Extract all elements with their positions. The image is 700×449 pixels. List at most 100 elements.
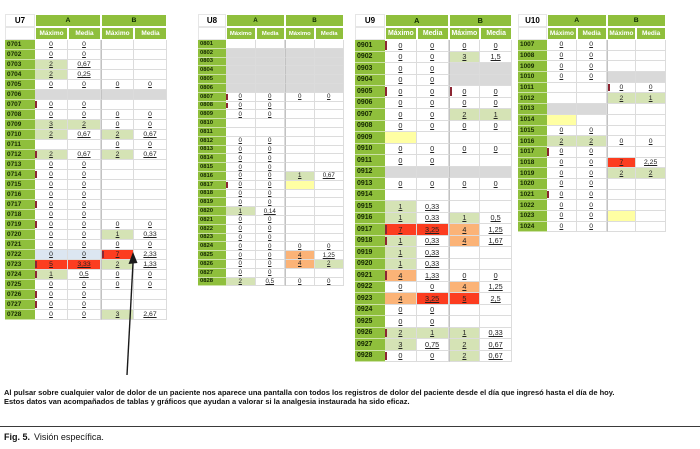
pain-value-cell[interactable]: 0,75 (416, 339, 449, 351)
pain-value[interactable]: 1,25 (488, 282, 503, 292)
pain-value-cell[interactable]: 0 (35, 230, 68, 240)
pain-value[interactable]: 0 (148, 271, 152, 278)
pain-value[interactable]: 0 (82, 101, 86, 108)
pain-value[interactable]: 3 (115, 311, 120, 318)
pain-value-cell[interactable]: 2,25 (636, 157, 666, 169)
pain-value[interactable]: 0 (559, 52, 564, 60)
pain-value-cell[interactable]: 2 (35, 60, 68, 70)
pain-value[interactable]: 1 (115, 231, 120, 238)
pain-value[interactable]: 2 (398, 328, 403, 338)
pain-value[interactable]: 3 (49, 121, 53, 128)
pain-value[interactable]: 0 (589, 201, 594, 209)
pain-value[interactable]: 0 (238, 242, 242, 250)
pain-value-cell[interactable]: 0 (576, 125, 607, 137)
pain-value-cell[interactable]: 0 (255, 180, 285, 190)
pain-value[interactable]: 0 (49, 41, 53, 48)
pain-value[interactable]: 3 (462, 52, 467, 62)
pain-value-cell[interactable]: 0 (134, 140, 167, 150)
pain-value-cell[interactable]: 4 (448, 281, 481, 293)
pain-value-cell[interactable]: 2 (448, 109, 481, 121)
pain-value-cell[interactable]: 1 (448, 212, 481, 224)
pain-value-cell[interactable]: 2 (101, 130, 134, 140)
pain-value[interactable]: 0 (82, 171, 86, 178)
pain-value[interactable]: 0 (559, 73, 564, 81)
pain-value-cell[interactable]: 0 (314, 92, 344, 102)
pain-value[interactable]: 3,25 (425, 293, 440, 303)
pain-value-cell[interactable]: 3 (448, 51, 481, 63)
pain-value[interactable]: 0 (493, 121, 498, 131)
pain-value-cell[interactable]: 0 (35, 290, 68, 300)
pain-value-cell[interactable]: 0 (576, 40, 607, 51)
pain-value[interactable]: 0 (238, 110, 242, 118)
pain-value-cell[interactable]: 0 (416, 178, 449, 190)
pain-value[interactable]: 1 (462, 328, 467, 338)
pain-value-cell[interactable]: 0 (416, 63, 449, 75)
pain-value[interactable]: 0 (648, 137, 653, 145)
pain-value-cell[interactable]: 2 (35, 150, 68, 160)
pain-value[interactable]: 7 (619, 158, 624, 166)
pain-value-cell[interactable]: 0 (68, 300, 101, 310)
pain-value-cell[interactable]: 0 (35, 180, 68, 190)
pain-value[interactable]: 4 (398, 270, 403, 280)
pain-value[interactable]: 0,33 (425, 201, 440, 211)
pain-value[interactable]: 0 (148, 281, 152, 288)
pain-value-cell[interactable]: 4 (285, 251, 315, 260)
pain-value-cell[interactable]: 0 (35, 190, 68, 200)
pain-value-cell[interactable]: 5 (35, 260, 68, 270)
pain-value-cell[interactable]: 0 (35, 40, 68, 50)
pain-value[interactable]: 0 (115, 221, 120, 228)
pain-value-cell[interactable]: 0 (255, 145, 285, 155)
pain-value[interactable]: 2 (49, 61, 53, 68)
pain-value[interactable]: 0 (238, 198, 242, 206)
pain-value[interactable]: 7 (115, 251, 120, 258)
pain-value-cell[interactable]: 2 (68, 120, 101, 130)
pain-value-cell[interactable]: 0 (35, 280, 68, 290)
pain-value-cell[interactable]: 0 (226, 136, 256, 146)
pain-value-cell[interactable]: 0 (416, 143, 449, 155)
pain-value[interactable]: 4 (462, 282, 467, 292)
pain-value[interactable]: 0,33 (425, 259, 440, 269)
pain-value-cell[interactable]: 0 (547, 211, 577, 222)
pain-value-cell[interactable]: 0 (547, 189, 577, 201)
pain-value[interactable]: 0 (238, 225, 242, 233)
pain-value-cell[interactable]: 0 (416, 86, 449, 98)
pain-value[interactable]: 0 (82, 301, 86, 308)
pain-value[interactable]: 0 (559, 223, 564, 231)
pain-value[interactable]: 0,67 (143, 131, 157, 138)
pain-value-cell[interactable]: 0 (416, 155, 449, 167)
pain-value[interactable]: 0 (462, 40, 467, 50)
pain-value[interactable]: 0,67 (77, 61, 91, 68)
pain-value-cell[interactable]: 0 (314, 277, 344, 287)
pain-value-cell[interactable]: 0 (134, 120, 167, 130)
pain-value[interactable]: 0 (268, 189, 272, 197)
pain-value-cell[interactable]: 0 (576, 168, 607, 179)
pain-value[interactable]: 0 (430, 52, 435, 62)
pain-value-cell[interactable]: 0 (480, 86, 512, 98)
pain-value[interactable]: 0 (430, 155, 435, 165)
pain-value-cell[interactable]: 0 (255, 189, 285, 199)
pain-value-cell[interactable]: 0 (255, 92, 285, 102)
pain-value[interactable]: 0 (559, 126, 564, 134)
pain-value[interactable]: 0 (238, 163, 242, 171)
pain-value-cell[interactable]: 1,33 (416, 270, 449, 282)
pain-value-cell[interactable]: 1,25 (480, 224, 512, 236)
pain-value[interactable]: 0 (268, 260, 272, 268)
pain-value-cell[interactable]: 1 (385, 212, 417, 224)
pain-value-cell[interactable]: 0 (547, 157, 577, 169)
pain-value[interactable]: 0 (238, 172, 242, 180)
pain-value[interactable]: 0,67 (77, 131, 91, 138)
pain-value-cell[interactable]: 0 (385, 86, 417, 98)
pain-value-cell[interactable]: 4 (448, 235, 481, 247)
pain-value[interactable]: 0 (430, 144, 435, 154)
pain-value-cell[interactable]: 0 (480, 120, 512, 132)
pain-value-cell[interactable]: 0,67 (68, 60, 101, 70)
pain-value[interactable]: 0,5 (490, 213, 501, 223)
pain-value[interactable]: 0 (268, 181, 272, 189)
pain-value-cell[interactable]: 2 (448, 339, 481, 351)
pain-value[interactable]: 0 (268, 137, 272, 145)
pain-value-cell[interactable]: 3,25 (416, 224, 449, 236)
pain-value[interactable]: 0 (268, 172, 272, 180)
pain-value[interactable]: 0 (268, 163, 272, 171)
pain-value[interactable]: 0 (462, 144, 467, 154)
pain-value[interactable]: 0 (148, 81, 152, 88)
